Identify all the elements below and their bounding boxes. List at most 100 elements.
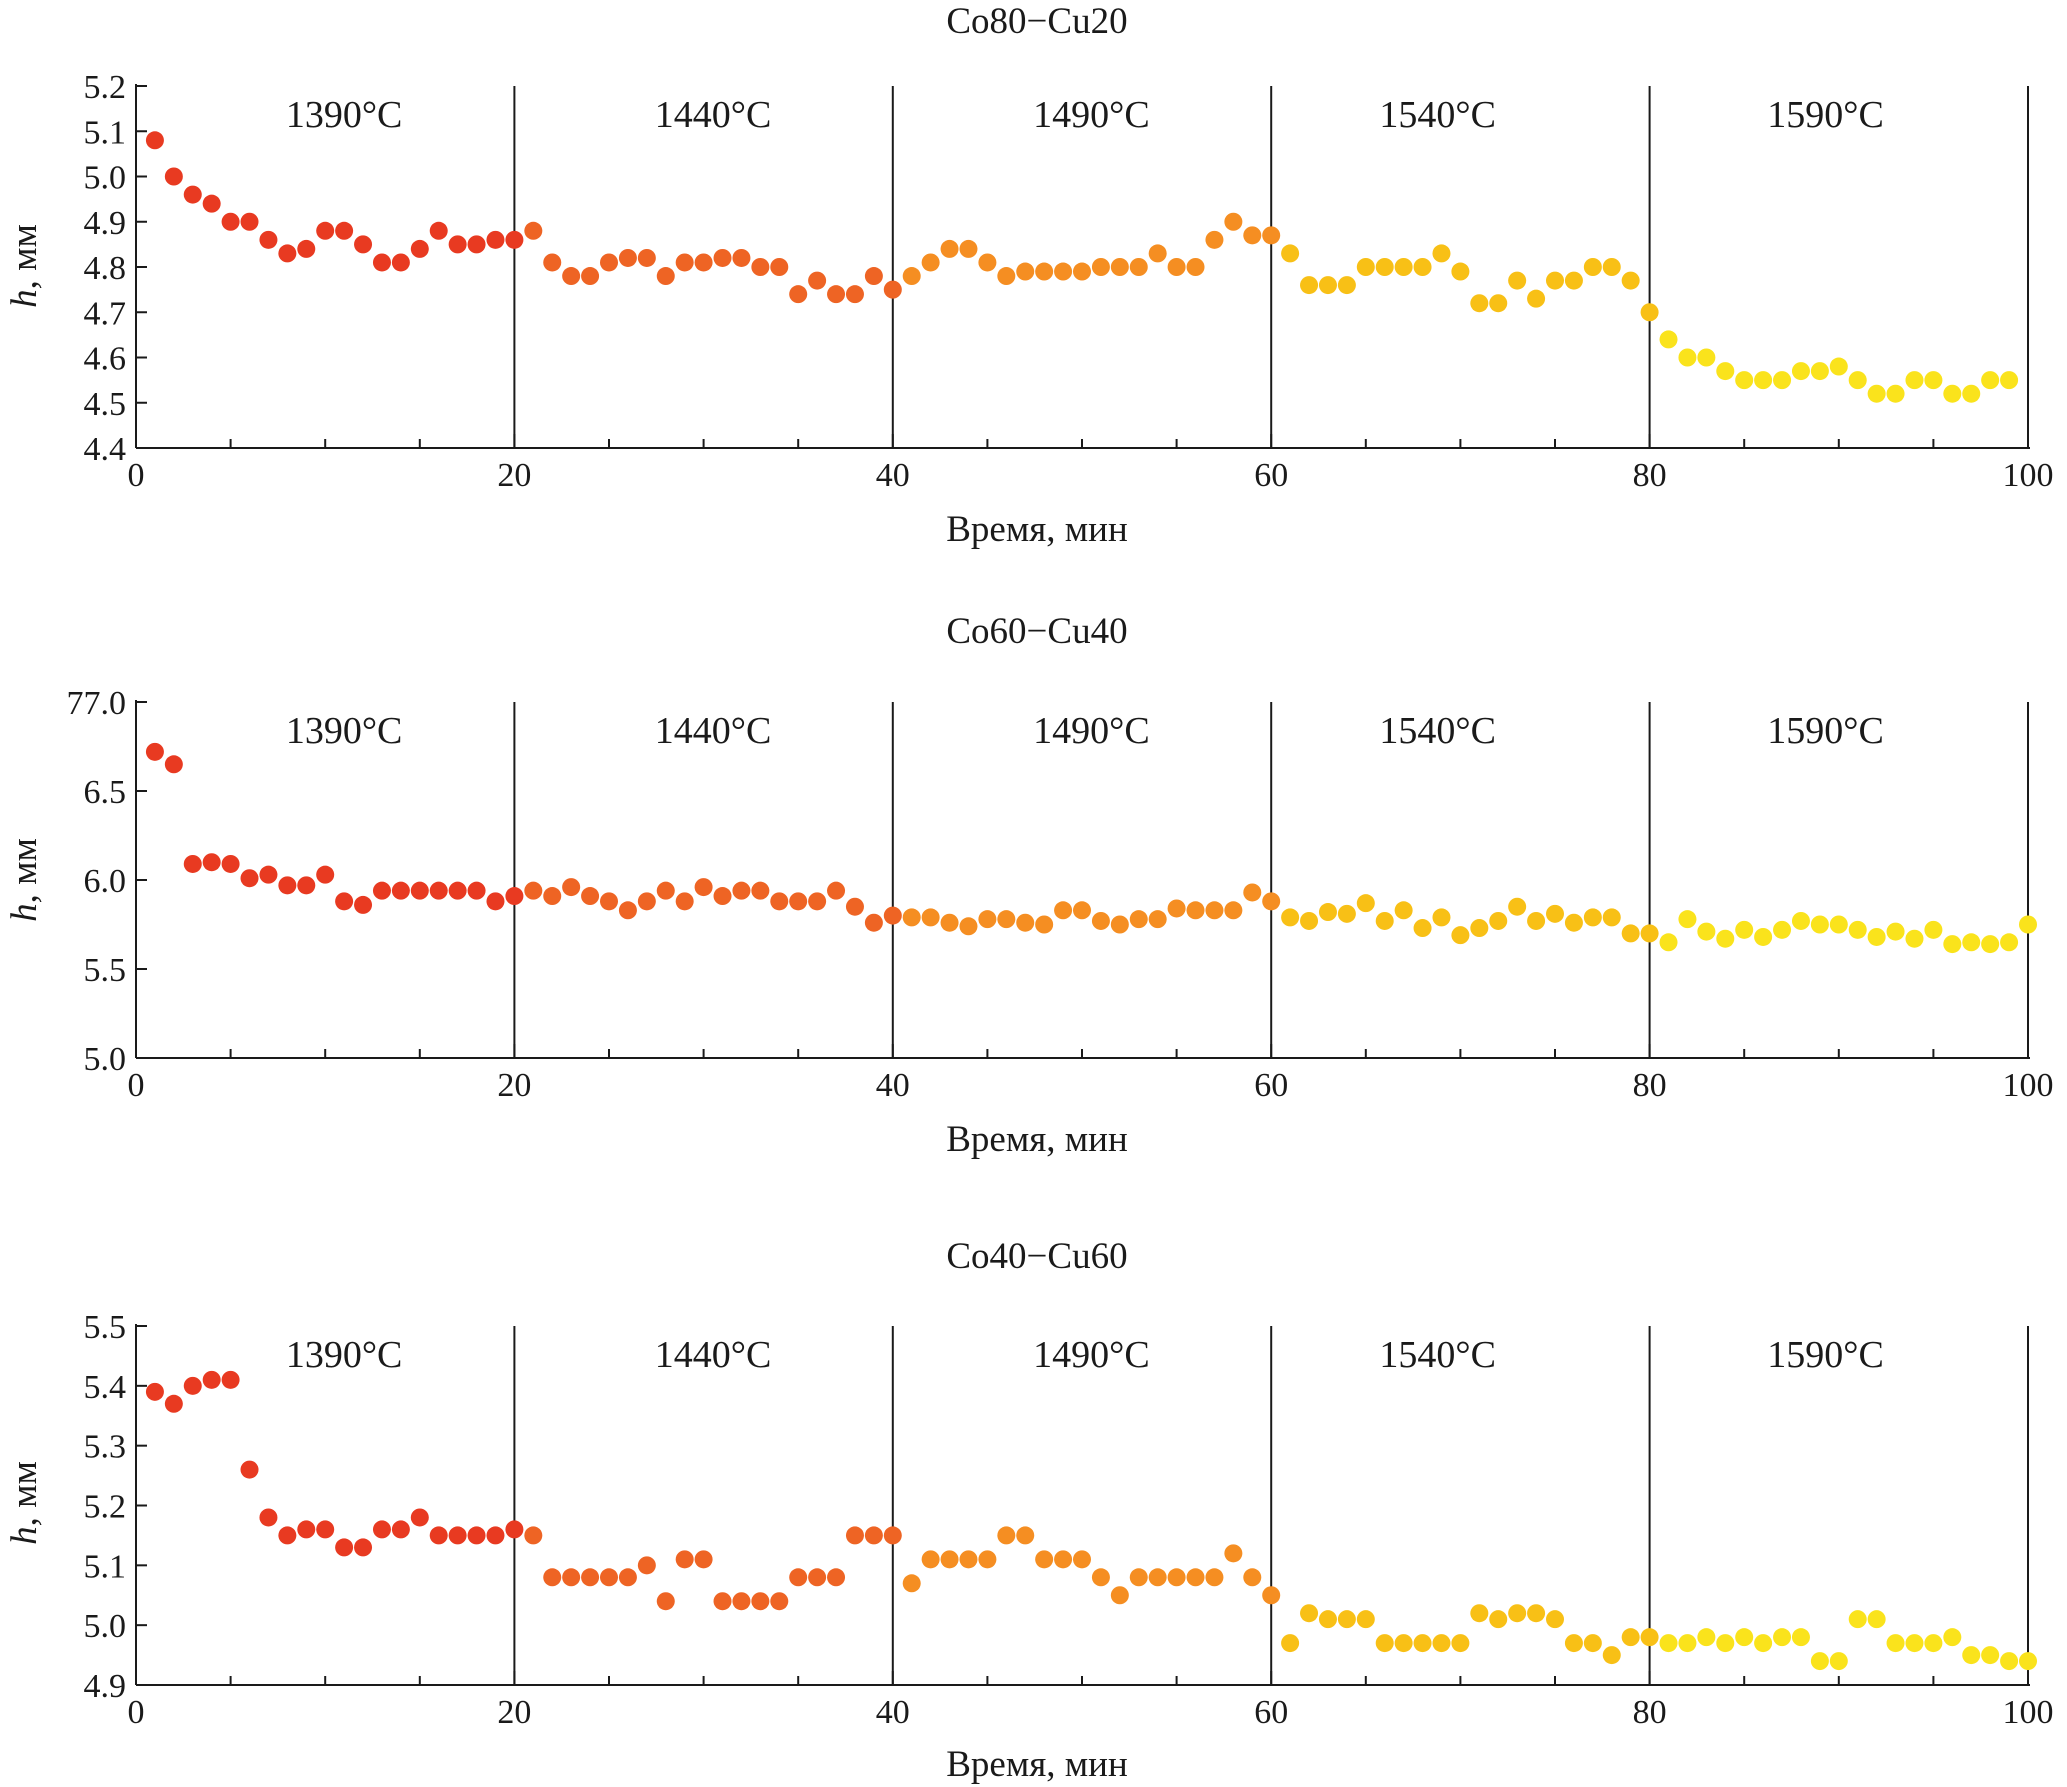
data-point [656,1592,675,1611]
data-point [1810,362,1829,381]
data-point [732,248,751,267]
y-tick-label: 5.0 [84,160,127,197]
data-point [1546,904,1564,923]
data-point [827,285,846,304]
data-point [1527,289,1546,308]
data-point [1356,258,1375,276]
data-point [1886,384,1905,403]
data-point [789,1568,808,1587]
y-tick-label: 5.0 [84,1041,127,1078]
data-point [1318,1610,1337,1629]
data-point [883,280,902,299]
data-point [1148,244,1167,263]
y-axis-label-unit: , мм [4,224,45,289]
x-tick-label: 40 [876,1067,910,1104]
data-point [316,221,335,240]
data-point [1602,258,1621,276]
data-point [467,235,486,254]
data-point [1489,911,1508,930]
data-point [221,854,240,873]
data-point [1564,271,1583,290]
data-point [694,253,713,272]
data-point [600,253,618,272]
data-point [902,908,921,927]
y-tick-label: 4.6 [84,341,127,378]
data-point [637,248,656,267]
data-point [240,869,259,888]
data-point [316,1520,335,1539]
data-point [827,881,846,900]
data-point [429,1526,448,1545]
data-point [410,1508,429,1527]
chart-title: Co60−Cu40 [946,611,1127,652]
data-point [1281,244,1300,263]
data-point [1262,226,1281,245]
y-tick-label: 5.2 [84,1489,127,1526]
y-tick-label: 4.4 [84,431,127,468]
data-point [845,897,864,916]
data-point [1943,1628,1962,1647]
y-tick-label: 4.5 [84,386,127,423]
x-tick-label: 60 [1254,457,1288,494]
data-point [372,1520,391,1539]
data-point [183,854,202,873]
data-point [1394,258,1413,276]
y-tick-label: 5.5 [84,1309,127,1346]
data-point [1678,348,1697,367]
data-point [1300,276,1319,295]
data-point [391,253,410,272]
data-point [618,901,637,920]
temperature-label: 1440°C [655,94,772,136]
data-point [902,267,921,286]
data-point [1640,1628,1659,1647]
data-point [1886,1634,1905,1653]
x-tick-label: 40 [876,1694,910,1731]
x-tick-label: 0 [128,1067,145,1104]
temperature-label: 1490°C [1033,710,1150,752]
data-point [1754,1634,1773,1653]
data-point [1167,1568,1186,1587]
y-tick-label: 5.1 [84,114,127,151]
data-point [505,887,524,906]
data-point [751,881,770,900]
chart-co80-cu20: Co80−Cu20 Время, мин h, мм 0 20 40 60 80 100 4… [4,1,2054,550]
data-point [1375,911,1394,930]
data-point [1659,1634,1678,1653]
data-point [1035,1550,1054,1569]
data-point [1205,230,1224,249]
data-point [1508,897,1527,916]
data-point [354,235,373,254]
data-point [1886,922,1905,941]
y-axis-label-unit: , мм [4,838,45,903]
data-point [202,853,221,872]
data-point [959,239,978,258]
data-point [1716,362,1735,381]
y-axis-label-symbol: h [4,1526,45,1545]
data-point [221,1370,240,1389]
temperature-label: 1490°C [1033,94,1150,136]
data-point [921,1550,940,1569]
data-point [1243,883,1262,902]
data-point [581,1568,600,1587]
data-point [637,1556,656,1575]
data-point [1489,1610,1508,1629]
data-point [1754,371,1773,390]
data-point [562,1568,581,1587]
data-point [1981,1646,2000,1665]
data-point [1640,924,1659,943]
x-tick-label: 60 [1254,1694,1288,1731]
data-point [713,887,732,906]
data-point [221,212,240,231]
data-point [1451,926,1470,945]
data-point [1281,908,1300,927]
data-point [240,1460,259,1479]
data-point [1829,1652,1848,1671]
data-point [524,881,543,900]
data-point [1016,913,1035,932]
data-point [808,1568,827,1587]
data-point [1829,915,1848,934]
x-tick-label: 20 [497,457,531,494]
temperature-label: 1590°C [1767,94,1884,136]
data-point [808,271,827,290]
data-point [1356,1610,1375,1629]
